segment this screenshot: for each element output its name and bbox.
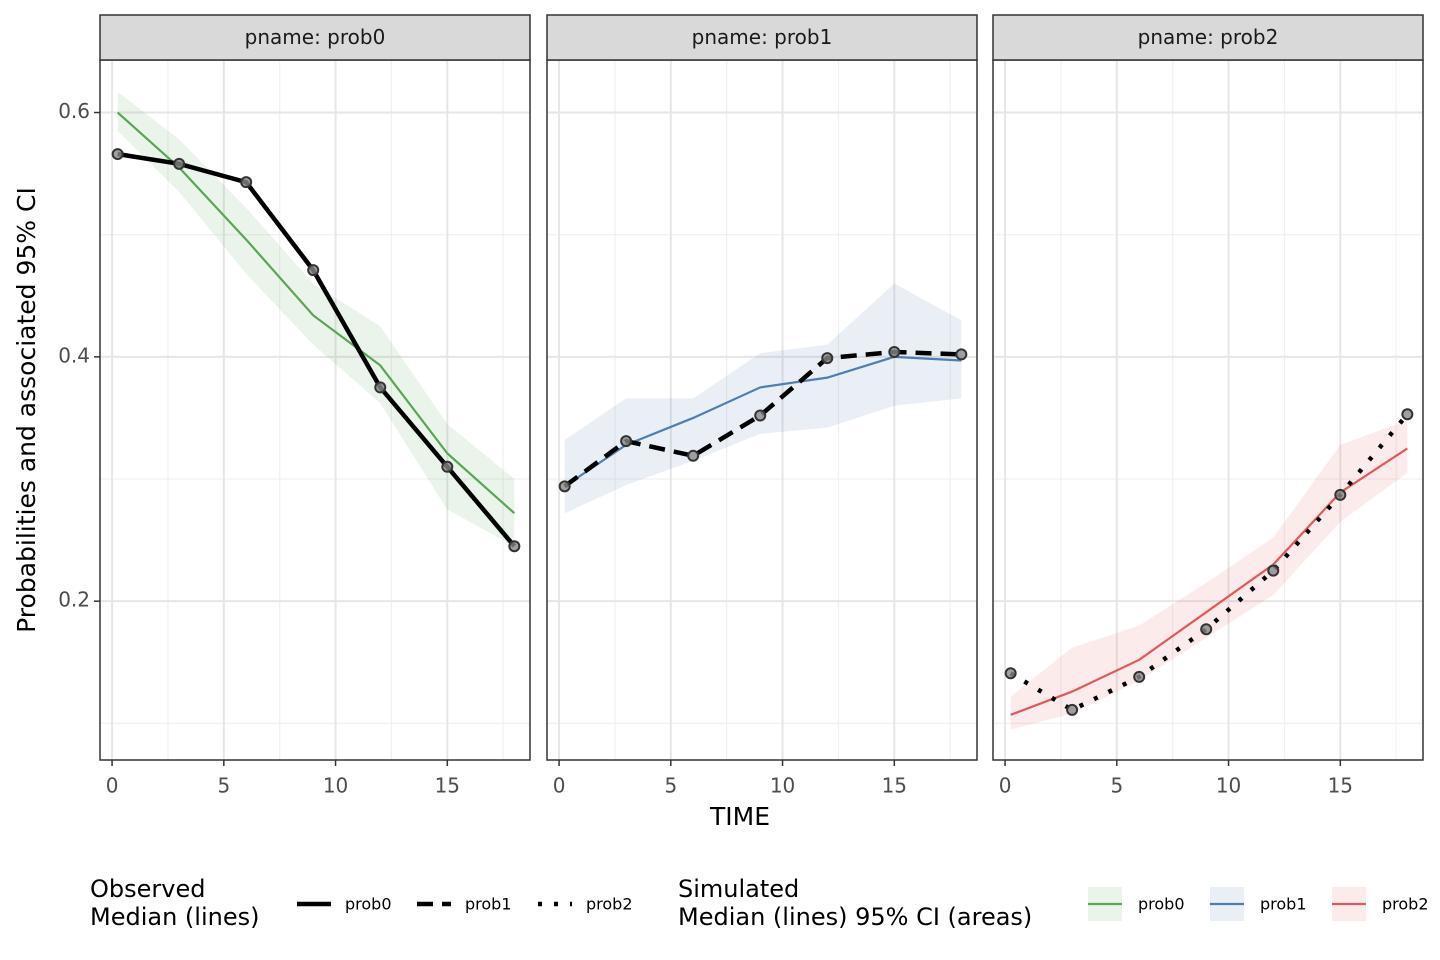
x-axis-title: TIME — [709, 802, 770, 831]
observed-point — [821, 352, 834, 365]
x-tick-label: 15 — [1328, 774, 1353, 798]
legend-title: Simulated — [678, 875, 799, 903]
observed-point — [754, 409, 767, 422]
observed-point — [1133, 670, 1146, 683]
x-tick-label: 10 — [770, 774, 795, 798]
y-axis-title: Probabilities and associated 95% CI — [12, 187, 41, 633]
observed-point — [1334, 488, 1347, 501]
observed-point — [173, 157, 186, 170]
strip-label: pname: prob1 — [692, 25, 833, 49]
legend-title: Median (lines) 95% CI (areas) — [678, 903, 1032, 931]
observed-point — [508, 540, 521, 553]
y-tick-label: 0.6 — [58, 99, 90, 123]
legend-title: Observed — [90, 875, 205, 903]
legend-label: prob2 — [586, 895, 633, 914]
strip — [546, 14, 978, 61]
observed-point — [955, 348, 968, 361]
legend-title: Median (lines) — [90, 903, 259, 931]
legend-label: prob2 — [1382, 895, 1429, 914]
observed-point — [307, 264, 320, 277]
x-tick-label: 0 — [553, 774, 566, 798]
x-tick-label: 10 — [323, 774, 348, 798]
strip-label: pname: prob0 — [245, 25, 386, 49]
y-tick-label: 0.4 — [58, 343, 90, 367]
strip — [992, 14, 1424, 61]
y-tick-label: 0.2 — [58, 588, 90, 612]
panel-background — [993, 60, 1423, 760]
legend-label: prob0 — [1138, 895, 1185, 914]
observed-point — [687, 449, 700, 462]
observed-point — [620, 435, 633, 448]
x-tick-label: 0 — [999, 774, 1012, 798]
observed-point — [1200, 623, 1213, 636]
legend-label: prob0 — [345, 895, 392, 914]
observed-point — [441, 460, 454, 473]
legend-label: prob1 — [465, 895, 512, 914]
x-tick-label: 5 — [1110, 774, 1123, 798]
observed-point — [240, 176, 253, 189]
ci-area — [564, 283, 962, 514]
ci-area — [117, 91, 515, 547]
observed-point — [888, 345, 901, 358]
ci-area — [1010, 420, 1408, 730]
x-tick-label: 15 — [435, 774, 460, 798]
x-tick-label: 15 — [882, 774, 907, 798]
legend-label: prob1 — [1260, 895, 1307, 914]
strip — [99, 14, 531, 61]
observed-point — [1267, 564, 1280, 577]
observed-point — [1401, 408, 1414, 421]
observed-point — [374, 381, 387, 394]
observed-point — [1004, 667, 1017, 680]
x-tick-label: 5 — [217, 774, 230, 798]
observed-point — [558, 480, 571, 493]
x-tick-label: 10 — [1216, 774, 1241, 798]
strip-label: pname: prob2 — [1138, 25, 1279, 49]
x-tick-label: 5 — [664, 774, 677, 798]
observed-point — [111, 148, 124, 161]
panel-background — [100, 60, 530, 760]
x-tick-label: 0 — [106, 774, 119, 798]
observed-point — [1066, 703, 1079, 716]
